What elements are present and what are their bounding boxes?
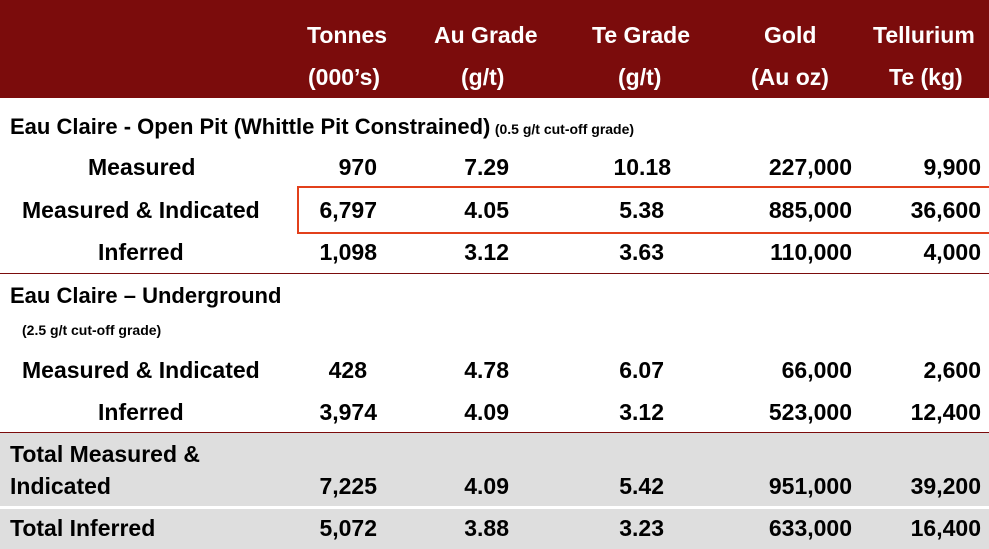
underground-section-title: Eau Claire – Underground [10, 283, 282, 308]
highlight-box [297, 186, 989, 234]
underground-section-note: (2.5 g/t cut-off grade) [22, 322, 162, 338]
header-au-grade: Au Grade (g/t) [434, 22, 538, 90]
table-header: Tonnes (000’s) Au Grade (g/t) Te Grade (… [0, 0, 989, 98]
open-pit-section-title: Eau Claire - Open Pit (Whittle Pit Const… [10, 114, 635, 139]
header-tonnes: Tonnes (000’s) [307, 22, 388, 90]
header-gold: Gold (Au oz) [751, 22, 829, 90]
section-divider [0, 432, 989, 433]
totals-background [0, 433, 989, 549]
totals-divider [0, 506, 989, 509]
header-tellurium: Tellurium Te (kg) [873, 22, 975, 90]
header-te-grade: Te Grade (g/t) [592, 22, 690, 90]
section-divider [0, 273, 989, 274]
